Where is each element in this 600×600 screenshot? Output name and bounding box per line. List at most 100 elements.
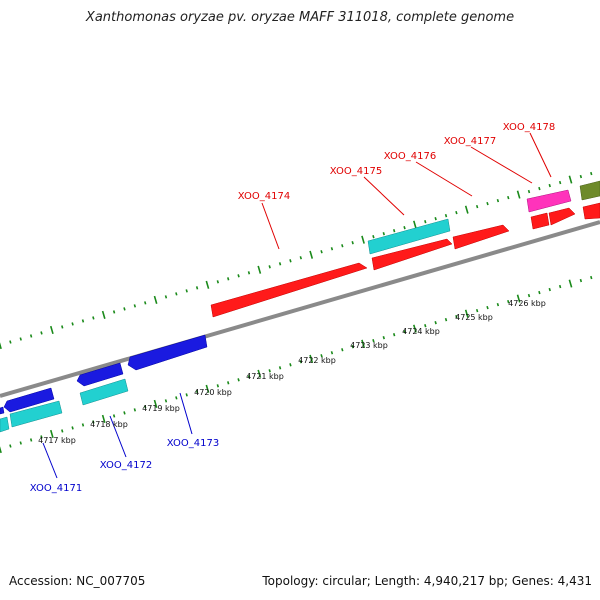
minor-tick	[9, 444, 12, 448]
major-tick	[516, 294, 521, 303]
major-tick	[101, 414, 106, 423]
gene-arrow-xoo-4177[interactable]	[526, 189, 572, 213]
forward-gene-track[interactable]	[210, 180, 600, 318]
gene-arrow-xoo-4178a[interactable]	[530, 212, 550, 230]
minor-tick	[29, 438, 33, 442]
minor-tick	[92, 316, 95, 320]
minor-tick	[351, 241, 354, 245]
minor-tick	[185, 393, 188, 397]
scale-label: 4723 kbp	[350, 341, 388, 350]
gene-arrow-partial-olive[interactable]	[579, 180, 600, 201]
scale-label: 4721 kbp	[246, 372, 284, 381]
minor-tick	[278, 366, 282, 370]
gene-arrow-xoo-4172-blue[interactable]	[76, 362, 124, 387]
gene-label-xoo-4173[interactable]: XOO_4173	[167, 438, 219, 449]
minor-tick	[227, 277, 230, 281]
gene-arrow-partial-red[interactable]	[582, 202, 600, 220]
minor-tick	[123, 307, 126, 311]
gene-arrow-xoo-4172[interactable]	[79, 378, 129, 406]
gene-arrow-xoo-4175[interactable]	[367, 218, 451, 255]
gene-arrow-xoo-4173[interactable]	[127, 334, 208, 371]
gene-arrow-xoo-4171-blue[interactable]	[3, 387, 55, 413]
minor-tick	[268, 265, 271, 269]
forward-label-leaders	[261, 132, 552, 250]
minor-tick	[133, 304, 137, 308]
minor-tick	[144, 405, 147, 409]
major-tick	[413, 220, 417, 229]
gene-label-xoo-4171[interactable]: XOO_4171	[30, 483, 82, 494]
minor-tick	[403, 330, 406, 334]
minor-tick	[507, 299, 510, 304]
forward-tick-row	[0, 171, 593, 350]
minor-tick	[579, 278, 583, 283]
gene-arrow-xoo-4178b[interactable]	[548, 207, 576, 226]
minor-tick	[558, 284, 562, 289]
minor-tick	[341, 348, 344, 352]
minor-tick	[40, 331, 43, 335]
minor-tick	[424, 324, 427, 328]
minor-tick	[392, 333, 396, 337]
gene-label-xoo-4172[interactable]: XOO_4172	[100, 460, 152, 471]
gene-arrow-partial-cyan-left[interactable]	[0, 416, 10, 433]
gene-arrow-xoo-4171[interactable]	[9, 400, 63, 428]
minor-tick	[455, 314, 458, 319]
minor-tick	[486, 305, 489, 310]
minor-tick	[289, 259, 292, 263]
minor-tick	[164, 399, 168, 403]
gene-label-xoo-4176[interactable]: XOO_4176	[384, 151, 436, 162]
major-tick	[309, 354, 314, 363]
major-tick	[257, 265, 262, 274]
minor-tick	[434, 320, 437, 325]
minor-tick	[434, 216, 437, 221]
minor-tick	[341, 244, 344, 248]
minor-tick	[112, 414, 116, 418]
gene-arrow-xoo-4176b[interactable]	[452, 224, 510, 250]
minor-tick	[237, 378, 240, 382]
gene-label-xoo-4175[interactable]: XOO_4175	[330, 166, 382, 177]
gene-label-xoo-4174[interactable]: XOO_4174	[238, 191, 290, 202]
minor-tick	[19, 337, 22, 341]
minor-tick	[320, 354, 323, 358]
minor-tick	[382, 336, 385, 340]
scale-label: 4722 kbp	[298, 356, 336, 365]
minor-tick	[195, 286, 199, 290]
minor-tick	[527, 293, 531, 298]
minor-tick	[496, 302, 500, 307]
minor-tick	[330, 351, 334, 355]
minor-tick	[278, 262, 282, 266]
minor-tick	[299, 360, 302, 364]
minor-tick	[496, 198, 500, 203]
scale-label: 4717 kbp	[38, 436, 76, 445]
minor-tick	[475, 204, 479, 209]
minor-tick	[29, 334, 33, 338]
minor-tick	[81, 423, 85, 427]
major-tick	[153, 295, 158, 304]
genome-backbone	[0, 220, 600, 398]
gene-arrow-xoo-4176a[interactable]	[371, 238, 453, 271]
major-tick	[0, 342, 2, 350]
minor-tick	[61, 325, 64, 329]
minor-tick	[133, 408, 137, 412]
gene-label-xoo-4178[interactable]: XOO_4178	[503, 122, 555, 133]
minor-tick	[579, 174, 583, 179]
minor-tick	[185, 289, 188, 293]
minor-tick	[455, 210, 458, 215]
minor-tick	[164, 295, 168, 299]
minor-tick	[444, 317, 448, 322]
major-tick	[257, 369, 262, 378]
reverse-gene-track[interactable]	[0, 334, 208, 433]
major-tick	[361, 339, 365, 348]
minor-tick	[392, 229, 396, 233]
scale-label: 4718 kbp	[90, 420, 128, 429]
minor-tick	[548, 287, 551, 292]
gene-arrow-xoo-4174[interactable]	[210, 262, 368, 318]
minor-tick	[227, 381, 230, 385]
accession-text: Accession: NC_007705	[9, 574, 146, 588]
minor-tick	[123, 411, 126, 415]
major-tick	[568, 175, 573, 184]
major-tick	[361, 235, 365, 244]
scale-label: 4726 kbp	[508, 299, 546, 308]
gene-label-xoo-4177[interactable]: XOO_4177	[444, 136, 496, 147]
minor-tick	[144, 301, 147, 305]
gene-arrow-partial-blue-left[interactable]	[0, 406, 5, 415]
